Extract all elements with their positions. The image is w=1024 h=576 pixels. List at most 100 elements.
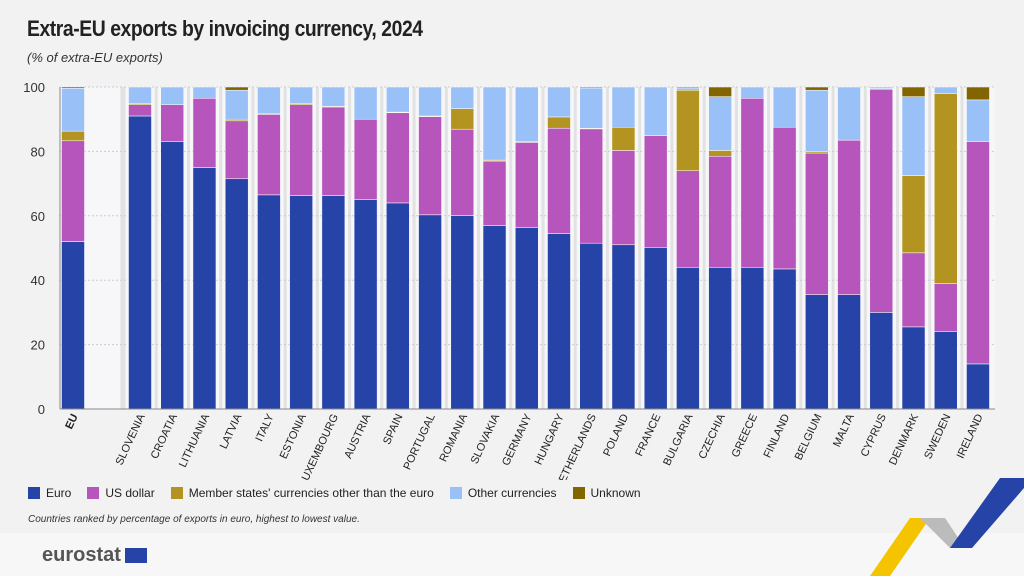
bar-segment-us-dollar-romania (450, 128, 475, 216)
bar-segment-us-dollar-poland (611, 150, 636, 246)
bar-segment-us-dollar-czechia (708, 155, 732, 268)
bar-segment-us-dollar-spain (386, 112, 410, 204)
x-tick-label: SLOVAKIA (469, 412, 503, 466)
bar-segment-member-states-currencies-other-than-the-euro-bulgaria (676, 89, 700, 171)
bar-segment-euro-belgium (805, 294, 829, 410)
bar-segment-euro-france (643, 247, 668, 410)
bar-segment-us-dollar-slovenia (128, 104, 152, 117)
bar-segment-euro-poland (611, 244, 636, 410)
bar-segment-euro-cyprus (869, 312, 894, 410)
y-tick-label: 0 (38, 402, 45, 417)
bar-segment-euro-romania (450, 215, 475, 410)
bar-segment-us-dollar-cyprus (869, 89, 894, 313)
y-tick-label: 100 (23, 80, 45, 95)
legend-swatch (87, 487, 100, 499)
x-tick-label: ITALY (254, 412, 277, 444)
x-tick-label: PORTUGAL (401, 412, 437, 472)
bar-segment-other-currencies-lithuania (192, 86, 217, 99)
bar-segment-other-currencies-austria (353, 86, 378, 120)
bar-segment-euro-germany (515, 227, 539, 410)
legend-swatch (28, 487, 40, 499)
bar-segment-us-dollar-ireland (966, 141, 990, 365)
bar-segment-euro-denmark (901, 326, 926, 410)
bar-segment-us-dollar-belgium (805, 152, 829, 295)
bar-segment-member-states-currencies-other-than-the-euro-romania (450, 108, 475, 130)
bar-segment-euro-slovakia (482, 225, 507, 410)
bar-segment-euro-finland (772, 268, 797, 410)
legend-swatch (170, 487, 183, 499)
y-tick-label: 80 (31, 144, 45, 159)
bar-segment-other-currencies-croatia (160, 86, 184, 105)
bar-segment-member-states-currencies-other-than-the-euro-sweden (934, 93, 958, 284)
x-tick-label: GERMANY (500, 412, 535, 468)
bar-segment-other-currencies-poland (611, 86, 636, 128)
y-tick-label: 40 (31, 273, 45, 288)
bar-segment-euro-luxembourg (321, 195, 346, 410)
x-tick-label: EU (63, 412, 80, 431)
x-tick-label: CROATIA (149, 412, 180, 461)
eurostat-logo: eurostat (42, 544, 147, 567)
bar-segment-unknown-eu (61, 86, 85, 89)
bar-segment-member-states-currencies-other-than-the-euro-czechia (708, 150, 732, 157)
x-tick-label: LITHUANIA (177, 412, 212, 470)
bar-segment-member-states-currencies-other-than-the-euro-hungary (547, 116, 571, 129)
x-tick-label: SWEDEN (922, 412, 953, 461)
x-tick-label: DENMARK (887, 412, 921, 468)
bar-segment-unknown-latvia (224, 86, 249, 91)
legend-item: Unknown (572, 486, 641, 500)
bar-segment-other-currencies-greece (740, 86, 765, 99)
bar-segment-other-currencies-netherlands (579, 87, 603, 129)
bar-segment-euro-latvia (224, 178, 249, 410)
bar-segment-euro-spain (386, 202, 410, 410)
bar-segment-other-currencies-cyprus (869, 86, 894, 89)
legend-label: US dollar (105, 486, 155, 500)
bar-segment-other-currencies-malta (837, 86, 861, 141)
eu-flag-icon (124, 548, 147, 563)
bar-segment-unknown-czechia (708, 86, 732, 97)
x-tick-label: ESTONIA (278, 412, 309, 461)
bar-segment-other-currencies-luxembourg (321, 86, 346, 107)
legend-swatch (449, 487, 462, 499)
legend-label: Euro (46, 486, 72, 500)
chart-title: Extra-EU exports by invoicing currency, … (27, 16, 423, 41)
bar-segment-other-currencies-latvia (224, 89, 249, 120)
bar-segment-other-currencies-denmark (901, 96, 926, 176)
bar-segment-us-dollar-luxembourg (321, 106, 346, 196)
legend-label: Member states' currencies other than the… (188, 486, 434, 500)
x-tick-label: SLOVENIA (114, 412, 148, 468)
bar-segment-unknown-ireland (966, 86, 990, 101)
y-tick-label: 20 (31, 338, 45, 353)
bar-segment-euro-croatia (160, 141, 184, 410)
bar-segment-us-dollar-eu (61, 140, 85, 242)
x-tick-label: MALTA (831, 412, 857, 449)
x-tick-label: GREECE (730, 412, 761, 459)
bar-segment-euro-sweden (934, 331, 958, 410)
chart-subtitle: (% of extra-EU exports) (27, 50, 163, 65)
bar-segment-us-dollar-lithuania (192, 98, 217, 168)
legend: Euro US dollar Member states' currencies o… (28, 486, 641, 500)
footnote: Countries ranked by percentage of export… (28, 514, 360, 525)
bar-segment-unknown-belgium (805, 86, 829, 91)
bar-segment-us-dollar-croatia (160, 104, 184, 142)
bar-segment-member-states-currencies-other-than-the-euro-denmark (901, 175, 926, 254)
bar-segment-other-currencies-eu (61, 88, 85, 132)
logo-text: eurostat (42, 544, 121, 566)
bar-segment-euro-ireland (966, 363, 990, 410)
x-tick-label: IRELAND (955, 412, 986, 460)
x-tick-label: CZECHIA (697, 412, 729, 461)
bar-segment-us-dollar-bulgaria (676, 170, 700, 268)
bar-segment-euro-netherlands (579, 242, 603, 410)
bar-segment-other-currencies-estonia (289, 86, 313, 104)
footer-band (0, 533, 1024, 576)
bar-segment-us-dollar-malta (837, 139, 861, 295)
bar-segment-us-dollar-slovakia (482, 160, 507, 226)
bar-segment-other-currencies-italy (257, 86, 281, 114)
bar-segment-unknown-netherlands (579, 86, 603, 89)
x-tick-label: HUNGARY (533, 412, 567, 467)
bar-segment-us-dollar-germany (515, 142, 539, 228)
bar-segment-us-dollar-estonia (289, 104, 313, 196)
bar-segment-euro-slovenia (128, 115, 152, 410)
bar-segment-euro-bulgaria (676, 267, 700, 410)
legend-item: US dollar (87, 486, 155, 500)
legend-label: Other currencies (467, 486, 557, 500)
